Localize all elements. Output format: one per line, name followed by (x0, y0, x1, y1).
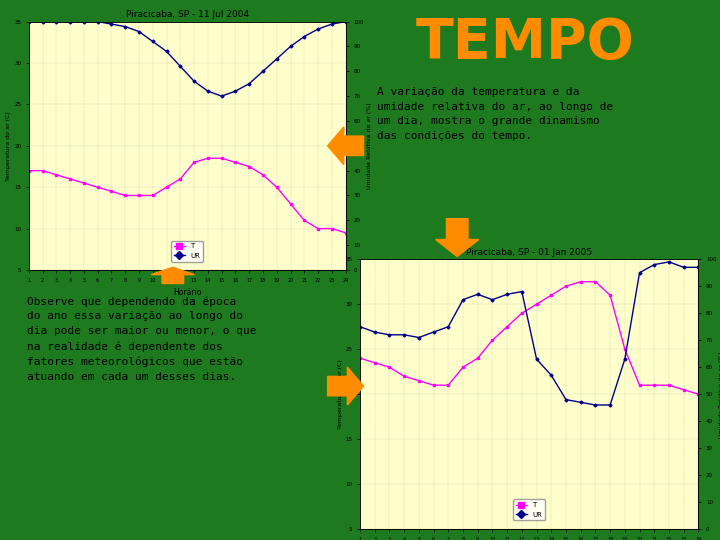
Y-axis label: Temperatura do ar (C): Temperatura do ar (C) (6, 111, 12, 181)
Y-axis label: Umidade Relativa do ar (%): Umidade Relativa do ar (%) (366, 103, 372, 189)
Text: TEMPO: TEMPO (416, 16, 635, 70)
Legend: T, UR: T, UR (513, 500, 545, 521)
Text: A variação da temperatura e da
umidade relativa do ar, ao longo de
um dia, mostr: A variação da temperatura e da umidade r… (377, 87, 613, 141)
Text: Observe que dependendo da época
do ano essa variação ao longo do
dia pode ser ma: Observe que dependendo da época do ano e… (27, 296, 256, 382)
Y-axis label: Temperatura do ar (C): Temperatura do ar (C) (338, 359, 343, 429)
Legend: T, UR: T, UR (171, 240, 203, 261)
Title: Piracicaba, SP - 01 Jan 2005: Piracicaba, SP - 01 Jan 2005 (466, 248, 593, 257)
X-axis label: Horário: Horário (173, 288, 202, 297)
Title: Piracicaba, SP - 11 Jul 2004: Piracicaba, SP - 11 Jul 2004 (125, 10, 249, 19)
